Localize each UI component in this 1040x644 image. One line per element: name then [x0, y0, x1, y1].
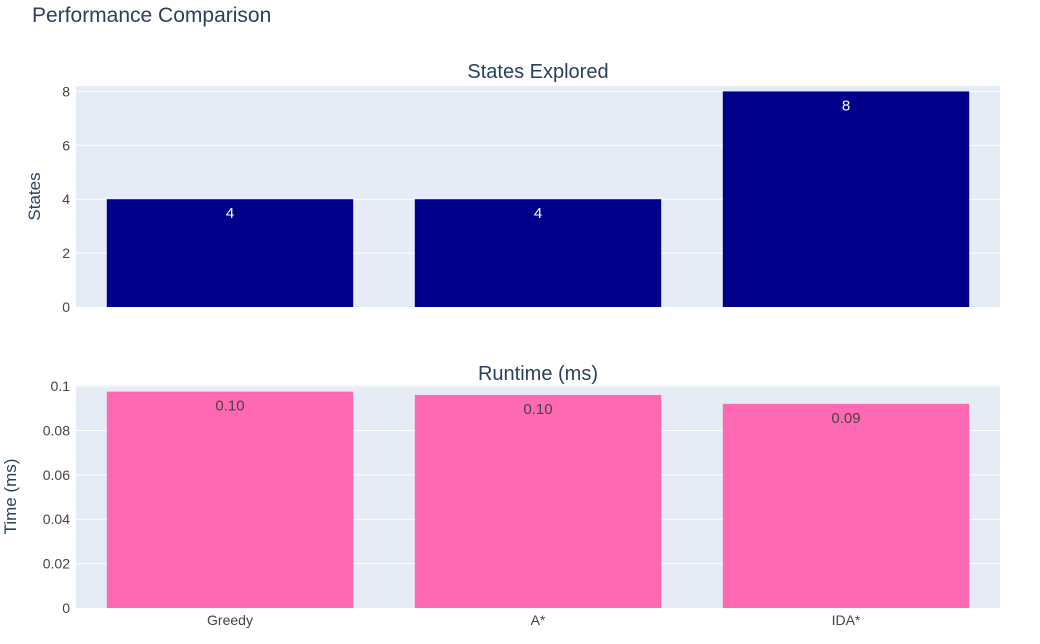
data-label: 4	[226, 205, 234, 222]
x-tick-label: IDA*	[832, 612, 861, 628]
bar-ida-	[722, 91, 970, 307]
y-tick-label: 0.08	[43, 422, 70, 438]
data-label: 0.09	[831, 410, 860, 427]
y-tick-label: 0	[62, 600, 70, 616]
y-tick-label: 2	[62, 245, 70, 261]
data-label: 8	[842, 97, 850, 114]
bar-greedy	[106, 391, 354, 608]
y-tick-label: 6	[62, 137, 70, 153]
y-tick-label: 0	[62, 299, 70, 315]
subplot-title: Runtime (ms)	[478, 363, 598, 385]
y-tick-label: 0.1	[51, 378, 71, 394]
subplot-2: 0 0.02 0.04 0.06 0.08 0.1 0.10 Greedy 0.10 A* 0.09…	[1, 363, 1000, 628]
data-label: 0.10	[523, 401, 552, 418]
bar-a-	[414, 394, 662, 608]
subplot-title: States Explored	[467, 61, 608, 83]
y-tick-label: 0.06	[43, 467, 70, 483]
subplot-1: 0 2 4 6 8 4 4 8 States Explored States	[25, 61, 1000, 315]
y-tick-label: 0.02	[43, 556, 70, 572]
y-tick-label: 8	[62, 83, 70, 99]
bar-greedy	[106, 199, 354, 307]
data-label: 4	[534, 205, 542, 222]
y-tick-label: 4	[62, 191, 70, 207]
bar-ida-	[722, 403, 970, 608]
bar-a-	[414, 199, 662, 307]
page-title: Performance Comparison	[32, 4, 271, 27]
y-tick-label: 0.04	[43, 511, 70, 527]
x-tick-label: Greedy	[207, 612, 253, 628]
y-axis-label: States	[25, 172, 44, 220]
x-tick-label: A*	[531, 612, 546, 628]
data-label: 0.10	[215, 398, 244, 415]
y-axis-label: Time (ms)	[1, 459, 20, 535]
